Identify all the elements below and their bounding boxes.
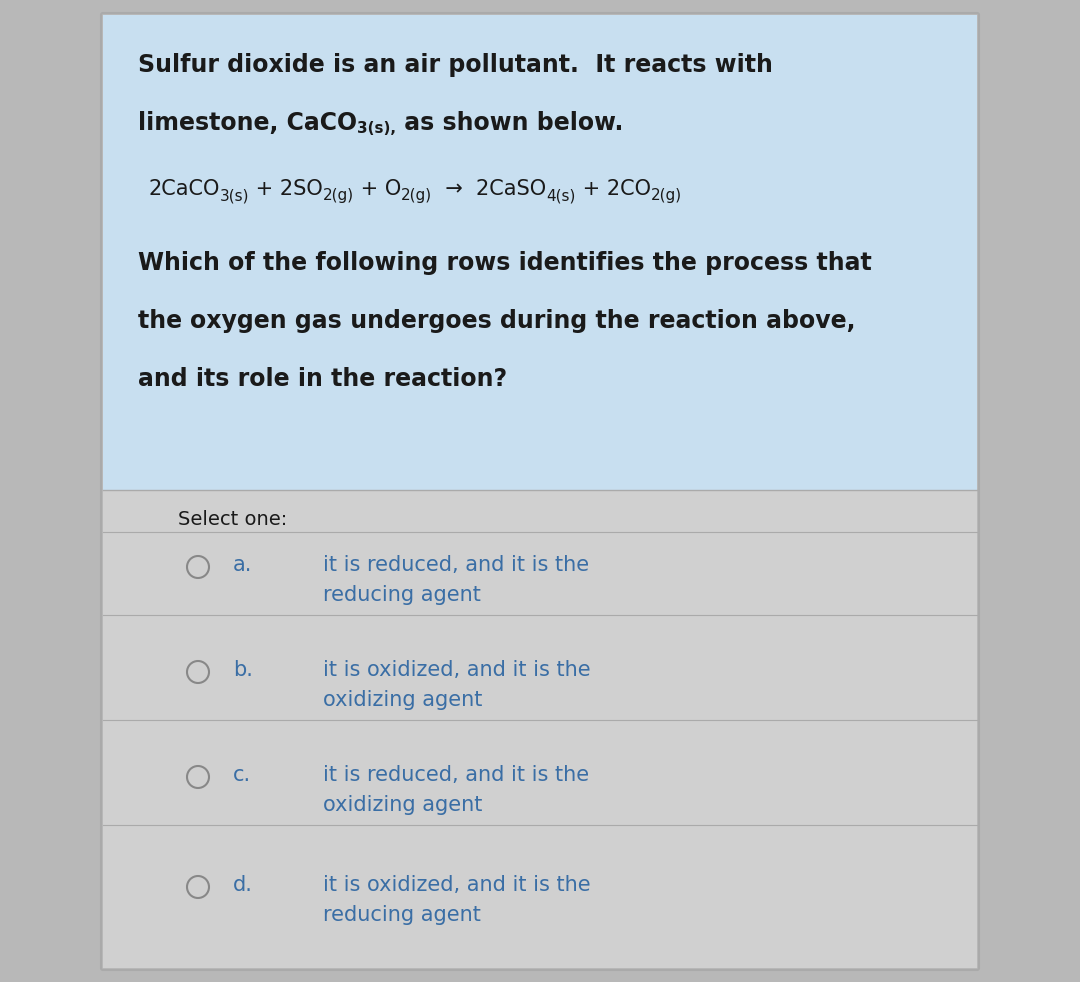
Text: oxidizing agent: oxidizing agent [323, 690, 483, 710]
Text: →  2CaSO: → 2CaSO [432, 179, 546, 199]
Text: 2(g): 2(g) [401, 188, 432, 203]
Text: + O: + O [354, 179, 401, 199]
Text: 2(g): 2(g) [323, 188, 354, 203]
Text: 3(s): 3(s) [219, 188, 248, 203]
Text: reducing agent: reducing agent [323, 905, 481, 925]
FancyBboxPatch shape [103, 490, 977, 968]
Text: c.: c. [233, 765, 252, 785]
Text: and its role in the reaction?: and its role in the reaction? [138, 367, 508, 391]
Text: limestone, CaCO: limestone, CaCO [138, 111, 357, 135]
FancyBboxPatch shape [103, 15, 977, 490]
Text: undergoes during the reaction above,: undergoes during the reaction above, [342, 309, 855, 333]
Text: 2CaCO: 2CaCO [148, 179, 219, 199]
Text: it is reduced, and it is the: it is reduced, and it is the [323, 765, 589, 785]
Text: as shown below.: as shown below. [396, 111, 623, 135]
Text: reducing agent: reducing agent [323, 585, 481, 605]
Text: Which of the following rows identifies the process that: Which of the following rows identifies t… [138, 251, 872, 275]
Text: b.: b. [233, 660, 253, 680]
Text: 3(s),: 3(s), [357, 121, 396, 136]
Text: Sulfur dioxide is an air pollutant.  It reacts with: Sulfur dioxide is an air pollutant. It r… [138, 53, 773, 77]
Text: 4(s): 4(s) [546, 188, 576, 203]
Text: + 2SO: + 2SO [248, 179, 323, 199]
Text: it is reduced, and it is the: it is reduced, and it is the [323, 555, 589, 575]
Text: 2(g): 2(g) [650, 188, 681, 203]
Text: + 2CO: + 2CO [576, 179, 650, 199]
Text: d.: d. [233, 875, 253, 895]
Text: Select one:: Select one: [178, 510, 287, 529]
Text: oxygen gas: oxygen gas [190, 309, 342, 333]
Text: it is oxidized, and it is the: it is oxidized, and it is the [323, 875, 591, 895]
Text: oxidizing agent: oxidizing agent [323, 795, 483, 815]
Text: it is oxidized, and it is the: it is oxidized, and it is the [323, 660, 591, 680]
Text: a.: a. [233, 555, 253, 575]
Text: the: the [138, 309, 190, 333]
